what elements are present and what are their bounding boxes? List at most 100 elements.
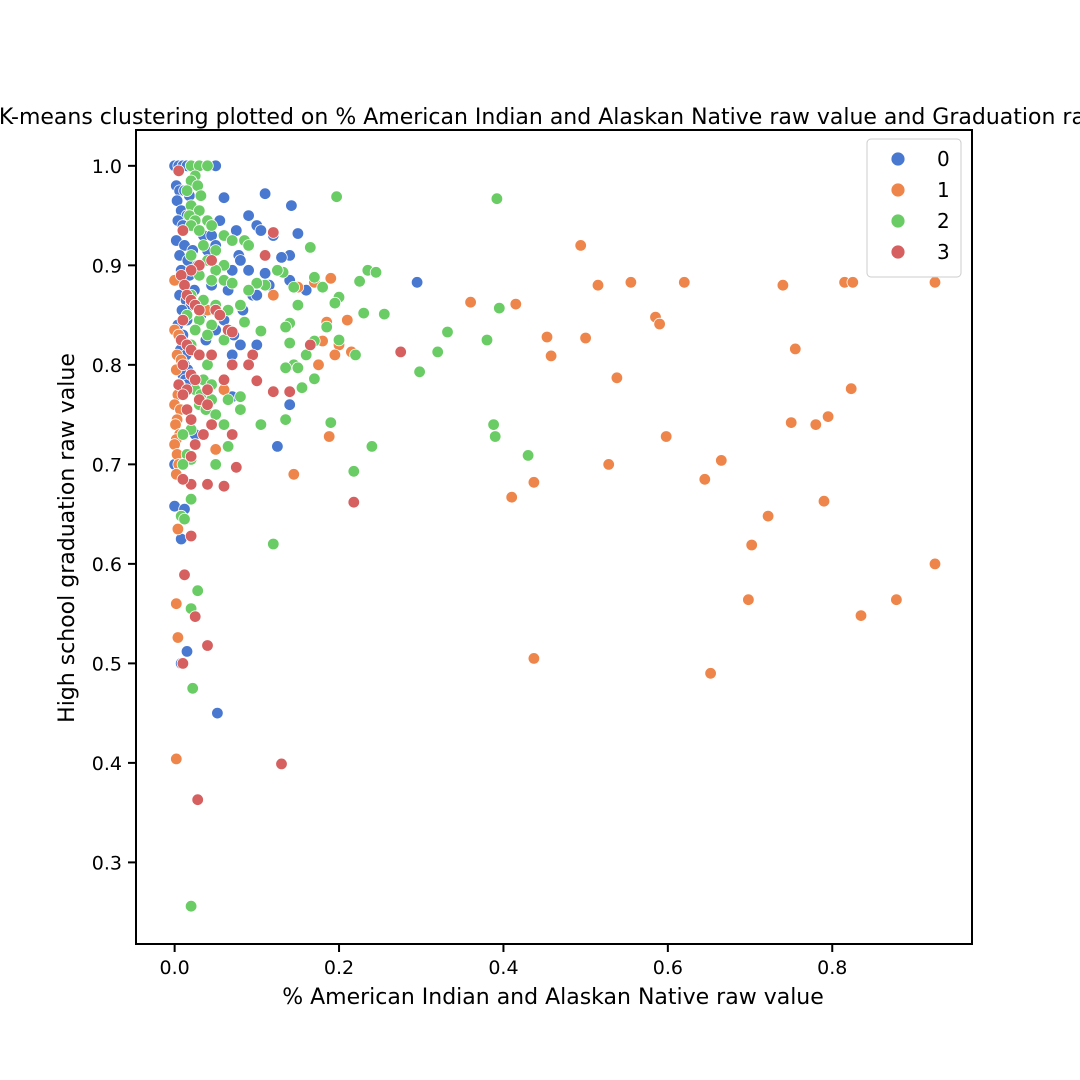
x-axis-label: % American Indian and Alaskan Native raw…	[282, 985, 824, 1010]
scatter-point-cluster-0	[285, 199, 298, 212]
scatter-point-cluster-3	[304, 338, 317, 352]
scatter-point-cluster-3	[201, 639, 214, 652]
scatter-point-cluster-2	[184, 249, 198, 262]
legend-marker-3	[890, 244, 906, 260]
scatter-point-cluster-2	[197, 239, 210, 252]
scatter-point-cluster-1	[509, 297, 523, 311]
scatter-point-cluster-2	[324, 416, 338, 429]
scatter-point-cluster-3	[197, 428, 210, 441]
scatter-point-cluster-0	[180, 645, 194, 658]
scatter-point-cluster-2	[242, 239, 255, 252]
scatter-point-cluster-1	[171, 522, 185, 536]
scatter-point-cluster-2	[357, 306, 370, 320]
plot-frame	[135, 129, 973, 945]
scatter-point-cluster-1	[328, 348, 342, 362]
scatter-point-cluster-2	[347, 465, 361, 478]
scatter-point-cluster-2	[188, 323, 202, 337]
scatter-point-cluster-0	[271, 440, 284, 453]
scatter-point-cluster-2	[332, 333, 346, 347]
scatter-point-cluster-1	[785, 416, 798, 429]
scatter-point-cluster-2	[221, 393, 235, 406]
scatter-point-cluster-2	[330, 190, 343, 203]
scatter-point-cluster-2	[254, 418, 268, 431]
scatter-point-cluster-3	[225, 428, 239, 441]
y-axis: 0.3 0.4 0.5 0.6 0.7 0.8 0.9 1.0	[92, 156, 136, 874]
scatter-point-cluster-3	[176, 388, 190, 401]
scatter-point-cluster-3	[191, 793, 204, 806]
scatter-point-cluster-1	[209, 443, 222, 456]
scatter-point-cluster-1	[624, 276, 638, 289]
scatter-point-cluster-2	[431, 345, 444, 359]
scatter-point-cluster-3	[172, 164, 185, 178]
scatter-point-cluster-2	[308, 271, 321, 284]
y-tick-label: 0.6	[92, 554, 122, 576]
scatter-point-cluster-1	[776, 279, 790, 292]
scatter-point-cluster-3	[258, 249, 272, 262]
legend-marker-0	[890, 151, 906, 167]
scatter-point-cluster-2	[267, 537, 280, 551]
scatter-point-cluster-0	[234, 338, 247, 352]
scatter-point-cluster-1	[267, 289, 280, 302]
scatter-point-cluster-1	[527, 476, 541, 489]
scatter-point-cluster-2	[242, 284, 255, 297]
scatter-point-cluster-3	[188, 610, 202, 623]
scatter-point-cluster-2	[184, 493, 198, 506]
x-tick-label: 0.6	[653, 957, 683, 979]
scatter-point-cluster-2	[178, 512, 191, 526]
y-tick-label: 1.0	[92, 156, 122, 178]
scatter-point-cluster-2	[349, 348, 362, 362]
scatter-point-cluster-2	[176, 458, 190, 471]
scatter-point-cluster-0	[410, 276, 424, 289]
scatter-point-cluster-2	[180, 184, 194, 197]
scatter-point-cluster-2	[234, 390, 247, 403]
y-tick-label: 0.5	[92, 653, 122, 675]
legend-marker-1	[890, 182, 906, 198]
scatter-point-cluster-2	[490, 192, 504, 205]
scatter-point-cluster-2	[487, 418, 500, 431]
scatter-point-cluster-2	[225, 234, 239, 247]
legend-label-0: 0	[937, 147, 950, 171]
legend-label-2: 2	[937, 209, 950, 233]
scatter-point-cluster-3	[193, 348, 206, 362]
scatter-point-cluster-3	[184, 529, 198, 543]
scatter-point-cluster-1	[170, 752, 183, 766]
y-tick-label: 0.4	[92, 753, 122, 775]
scatter-point-cluster-3	[347, 496, 361, 509]
scatter-point-cluster-2	[209, 458, 222, 471]
scatter-point-cluster-1	[324, 272, 338, 285]
legend: 0 1 2 3	[866, 138, 962, 278]
scatter-point-cluster-2	[328, 296, 342, 310]
scatter-point-cluster-3	[394, 345, 407, 359]
scatter-point-cluster-2	[279, 320, 292, 334]
legend-label-1: 1	[937, 178, 950, 202]
scatter-point-cluster-1	[527, 652, 541, 665]
scatter-point-cluster-2	[413, 365, 426, 379]
scatter-point-cluster-2	[304, 241, 317, 254]
scatter-point-cluster-2	[193, 224, 206, 237]
scatter-point-cluster-2	[254, 324, 268, 338]
scatter-point-cluster-1	[928, 557, 942, 571]
scatter-point-cluster-3	[205, 348, 218, 362]
x-axis: 0.0 0.2 0.4 0.6 0.8	[160, 944, 847, 979]
x-tick-label: 0.2	[324, 957, 354, 979]
scatter-point-cluster-0	[275, 251, 288, 264]
scatter-point-cluster-1	[653, 317, 666, 331]
scatter-point-cluster-1	[742, 593, 755, 606]
scatter-point-cluster-0	[283, 398, 296, 411]
scatter-point-cluster-2	[176, 428, 190, 441]
scatter-point-cluster-3	[205, 418, 218, 431]
scatter-point-cluster-2	[480, 333, 494, 347]
scatter-point-cluster-1	[715, 454, 728, 467]
scatter-point-cluster-3	[275, 757, 288, 771]
scatter-point-cluster-3	[184, 264, 198, 277]
scatter-point-cluster-2	[225, 277, 239, 290]
scatter-point-cluster-1	[809, 418, 823, 431]
scatter-point-cluster-3	[188, 373, 202, 387]
scatter-point-cluster-0	[291, 227, 305, 240]
scatter-point-cluster-1	[505, 491, 518, 504]
scatter-point-cluster-2	[221, 440, 235, 453]
scatter-point-cluster-3	[205, 254, 218, 267]
scatter-point-cluster-1	[540, 330, 554, 344]
scatter-point-cluster-1	[704, 667, 717, 680]
